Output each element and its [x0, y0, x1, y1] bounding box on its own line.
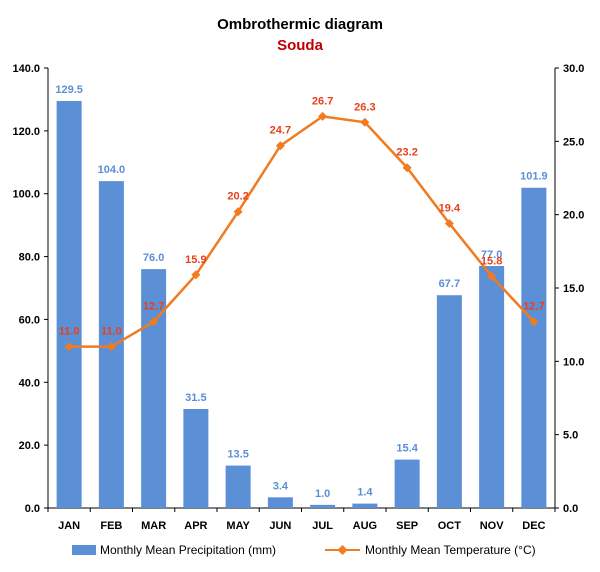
temperature-point: [318, 111, 328, 121]
x-tick-label: JAN: [58, 520, 80, 532]
x-tick-label: NOV: [480, 520, 505, 532]
temperature-data-label: 26.7: [312, 95, 333, 107]
legend-swatch-precipitation: [72, 545, 96, 555]
precipitation-data-label: 1.4: [357, 487, 373, 499]
temperature-data-label: 12.7: [523, 301, 544, 313]
temperature-data-label: 26.3: [354, 101, 375, 113]
x-tick-label: APR: [184, 520, 207, 532]
left-tick-label: 140.0: [12, 63, 40, 75]
precipitation-data-label: 77.0: [481, 249, 502, 261]
temperature-point: [191, 270, 201, 280]
x-tick-label: MAR: [141, 520, 166, 532]
plot-area: 0.0 20.0 40.0 60.0 80.0 100.0 120.0 140.0 0.0 5.0…: [12, 63, 584, 532]
precipitation-data-label: 67.7: [439, 278, 460, 290]
legend: Monthly Mean Precipitation (mm) Monthly …: [72, 543, 536, 557]
x-tick-label: AUG: [353, 520, 377, 532]
right-tick-label: 15.0: [563, 283, 584, 295]
x-tick-label: DEC: [522, 520, 545, 532]
temperature-point: [149, 317, 159, 327]
precipitation-bar: [394, 459, 420, 508]
right-tick-label: 0.0: [563, 503, 578, 515]
precipitation-bar: [310, 504, 336, 508]
precipitation-data-label: 76.0: [143, 252, 164, 264]
temperature-point: [487, 271, 497, 281]
precipitation-bar: [479, 266, 505, 508]
temperature-point: [402, 163, 412, 173]
left-tick-label: 0.0: [25, 503, 40, 515]
x-tick-label: MAY: [226, 520, 250, 532]
temperature-point: [444, 218, 454, 228]
right-tick-label: 30.0: [563, 63, 584, 75]
precipitation-data-label: 3.4: [273, 480, 289, 492]
temperature-data-label: 24.7: [270, 125, 291, 137]
legend-label-temperature: Monthly Mean Temperature (°C): [365, 543, 536, 557]
precipitation-bar: [141, 269, 167, 508]
temperature-point: [233, 207, 243, 217]
precipitation-bar: [183, 409, 209, 508]
temperature-point: [64, 342, 74, 352]
x-tick-label: OCT: [438, 520, 462, 532]
temperature-data-label: 11.0: [59, 326, 80, 338]
temperature-data-label: 15.8: [481, 255, 502, 267]
left-tick-label: 20.0: [19, 440, 40, 452]
temperature-data-label: 15.9: [185, 254, 206, 266]
temperature-data-label: 23.2: [396, 147, 417, 159]
temperature-point: [106, 342, 116, 352]
precipitation-bar: [352, 503, 378, 508]
x-tick-label: JUN: [269, 520, 291, 532]
precipitation-bar: [267, 497, 293, 508]
precipitation-bar: [436, 295, 462, 508]
precipitation-data-label: 31.5: [185, 392, 206, 404]
precipitation-bar: [521, 187, 547, 508]
precipitation-data-label: 104.0: [98, 164, 126, 176]
temperature-data-label: 12.7: [143, 301, 164, 313]
temperature-point: [275, 141, 285, 151]
legend-label-precipitation: Monthly Mean Precipitation (mm): [100, 543, 276, 557]
right-tick-label: 25.0: [563, 136, 584, 148]
precipitation-data-label: 15.4: [396, 443, 418, 455]
precipitation-data-label: 1.0: [315, 488, 330, 500]
x-tick-label: FEB: [100, 520, 122, 532]
precipitation-data-label: 13.5: [227, 449, 248, 461]
temperature-point: [529, 317, 539, 327]
left-tick-label: 100.0: [12, 189, 40, 201]
precipitation-data-label: 101.9: [520, 171, 548, 183]
legend-marker-temperature: [337, 545, 348, 555]
precipitation-bar: [225, 465, 251, 508]
right-tick-label: 10.0: [563, 356, 584, 368]
chart-subtitle: Souda: [277, 37, 323, 54]
chart-title: Ombrothermic diagram: [217, 16, 383, 33]
left-tick-label: 60.0: [19, 314, 40, 326]
left-tick-label: 120.0: [12, 126, 40, 138]
x-tick-label: SEP: [396, 520, 418, 532]
right-tick-label: 5.0: [563, 430, 578, 442]
left-tick-label: 80.0: [19, 252, 40, 264]
temperature-data-label: 19.4: [439, 202, 461, 214]
x-tick-label: JUL: [312, 520, 333, 532]
left-tick-label: 40.0: [19, 377, 40, 389]
temperature-point: [360, 117, 370, 127]
temperature-data-label: 20.2: [227, 191, 248, 203]
right-tick-label: 20.0: [563, 210, 584, 222]
temperature-data-label: 11.0: [101, 326, 122, 338]
precipitation-bar: [56, 101, 82, 508]
temperature-line: [69, 115, 535, 348]
precipitation-data-label: 129.5: [55, 84, 83, 96]
